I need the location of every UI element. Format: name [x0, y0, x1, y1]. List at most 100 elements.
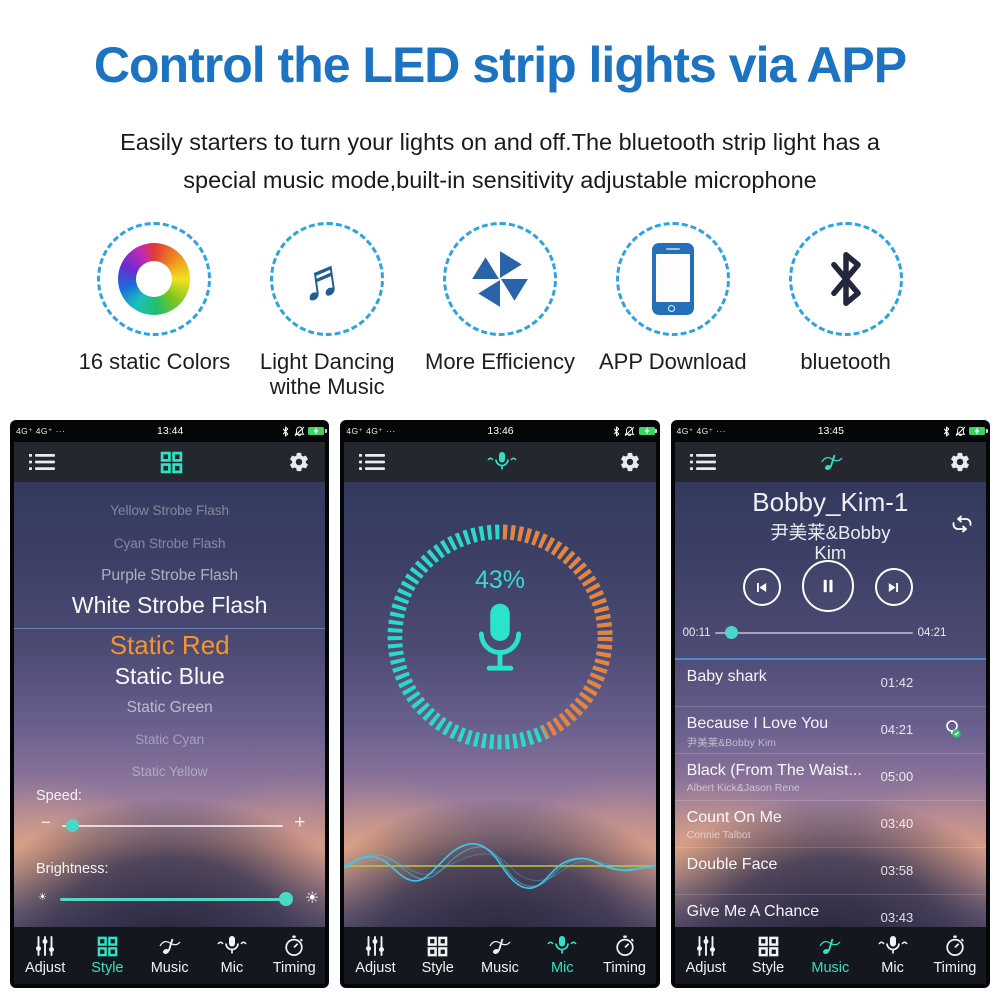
progress-row: 00:11 04:21 [675, 624, 986, 644]
dashed-circle [442, 222, 557, 336]
brightness-slider-thumb[interactable] [279, 892, 294, 906]
pinwheel-icon [472, 251, 528, 307]
page-subtitle: Easily starters to turn your lights on a… [0, 124, 1000, 199]
tab-timing[interactable]: Timing [593, 927, 655, 984]
tab-mic[interactable]: Mic [861, 927, 923, 984]
bluetooth-status-icon [283, 425, 289, 437]
song-artist-line2: Kim [814, 542, 847, 563]
phone-style-screen: 4G⁺ 4G⁺ ··· 13:44 Yellow Strobe Flash Cy… [10, 420, 330, 988]
mic-icon [547, 936, 577, 954]
mode-option[interactable]: Static Green [126, 699, 213, 716]
mode-option[interactable]: Cyan Strobe Flash [113, 536, 226, 551]
music-content: Bobby_Kim-1 尹美莱&Bobby Kim 00:11 [674, 482, 986, 927]
audio-waveform [344, 843, 656, 889]
dashed-circle [97, 222, 212, 336]
mode-option[interactable]: Static Blue [114, 663, 225, 689]
style-grid-icon [97, 936, 118, 956]
mode-option[interactable]: Purple Strobe Flash [101, 567, 239, 584]
playlist-row[interactable]: Double Face 03:58 [674, 848, 986, 895]
bottom-nav: Adjust Style Music Mic Timing [344, 927, 656, 984]
tab-timing[interactable]: Timing [924, 927, 986, 984]
speed-slider-thumb[interactable] [66, 819, 79, 832]
subtitle-line-2: special music mode,built-in sensitivity … [183, 166, 817, 193]
playlist-row[interactable]: Give Me A Chance 03:43 [675, 895, 986, 927]
phone-mic-screen: 4G⁺ 4G⁺ ··· 13:46 43% [340, 420, 660, 988]
menu-icon[interactable] [689, 452, 716, 472]
gear-icon[interactable] [949, 451, 971, 473]
smartphone-icon [651, 243, 694, 315]
tab-style[interactable]: Style [76, 927, 138, 984]
speed-slider-track[interactable] [62, 825, 284, 827]
mic-icon [217, 936, 247, 954]
tab-label: Style [751, 959, 785, 976]
tab-style[interactable]: Style [737, 927, 799, 984]
tab-music[interactable]: Music [469, 927, 531, 984]
mic-level-value: 43% [474, 566, 526, 594]
tab-adjust[interactable]: Adjust [675, 927, 737, 984]
playlist-row[interactable]: Count On Me Connie Talbot 03:40 [674, 801, 986, 848]
gear-icon[interactable] [288, 451, 310, 473]
track-artist: Albert Kick&Jason Rene [686, 782, 800, 794]
tab-style[interactable]: Style [407, 927, 469, 984]
tab-label: Timing [603, 960, 647, 976]
network-indicator: 4G⁺ 4G⁺ ··· [676, 425, 726, 436]
mute-bell-icon [294, 426, 305, 436]
track-title: Baby shark [686, 668, 767, 685]
style-content: Yellow Strobe Flash Cyan Strobe Flash Pu… [14, 482, 326, 927]
selection-line [14, 628, 326, 629]
playback-controls [675, 558, 986, 614]
menu-icon[interactable] [29, 452, 55, 472]
progress-thumb[interactable] [724, 626, 738, 639]
next-button[interactable] [874, 568, 913, 606]
tab-music[interactable]: Music [799, 927, 861, 984]
song-artist-line1: 尹美莱&Bobby [770, 522, 891, 543]
gear-icon[interactable] [619, 451, 641, 473]
pause-button[interactable] [801, 560, 854, 612]
tab-mic[interactable]: Mic [201, 927, 263, 984]
playlist-row[interactable]: Black (From The Waist... Albert Kick&Jas… [674, 754, 986, 801]
status-bar: 4G⁺ 4G⁺ ··· 13:46 [344, 420, 658, 442]
tab-adjust[interactable]: Adjust [14, 927, 76, 984]
feature-row: 16 static Colors ♬ Light Dancing withe M… [68, 222, 932, 399]
mode-option-selected[interactable]: Static Red [109, 630, 230, 660]
brightness-high-icon: ☀ [304, 890, 320, 907]
music-note-icon [489, 938, 511, 954]
progress-track[interactable] [714, 632, 913, 634]
tab-label: Mic [550, 960, 574, 976]
microphone-icon [469, 602, 531, 680]
tab-mic[interactable]: Mic [531, 927, 593, 984]
playlist: Baby shark 01:42 Because I Love You 尹美莱&… [674, 660, 986, 927]
tab-label: Adjust [24, 960, 66, 976]
playlist-row[interactable]: Baby shark 01:42 [674, 660, 986, 707]
status-bar: 4G⁺ 4G⁺ ··· 13:44 [14, 420, 327, 442]
repeat-button[interactable] [950, 512, 974, 536]
brightness-slider-track[interactable] [60, 898, 292, 901]
tab-label: Adjust [685, 960, 726, 976]
playlist-row[interactable]: Because I Love You 尹美莱&Bobby Kim 04:21 [674, 707, 986, 754]
mode-option[interactable]: Yellow Strobe Flash [110, 503, 230, 518]
timer-icon [285, 935, 304, 957]
tab-timing[interactable]: Timing [263, 927, 325, 984]
elapsed-time: 00:11 [682, 627, 711, 639]
track-duration: 03:40 [880, 816, 914, 831]
mode-option[interactable]: Static Yellow [131, 764, 208, 779]
dashed-circle: ♬ [270, 222, 385, 336]
feature-bluetooth: bluetooth [759, 222, 932, 399]
network-indicator: 4G⁺ 4G⁺ ··· [16, 425, 66, 436]
speed-minus-button[interactable]: − [41, 813, 51, 832]
status-time: 13:45 [817, 425, 844, 437]
feature-efficiency: More Efficiency [414, 222, 587, 399]
mode-option[interactable]: White Strobe Flash [71, 592, 268, 618]
track-title: Double Face [686, 856, 778, 873]
mode-option[interactable]: Static Cyan [135, 732, 205, 747]
subtitle-line-1: Easily starters to turn your lights on a… [120, 129, 880, 155]
status-bar: 4G⁺ 4G⁺ ··· 13:45 [675, 420, 988, 442]
menu-icon[interactable] [359, 452, 386, 472]
tab-label: Style [91, 959, 124, 976]
track-artist: Connie Talbot [686, 829, 751, 841]
app-header [674, 442, 986, 482]
tab-adjust[interactable]: Adjust [344, 927, 406, 984]
tab-music[interactable]: Music [139, 927, 201, 984]
previous-button[interactable] [742, 568, 781, 606]
speed-plus-button[interactable]: + [294, 812, 306, 833]
